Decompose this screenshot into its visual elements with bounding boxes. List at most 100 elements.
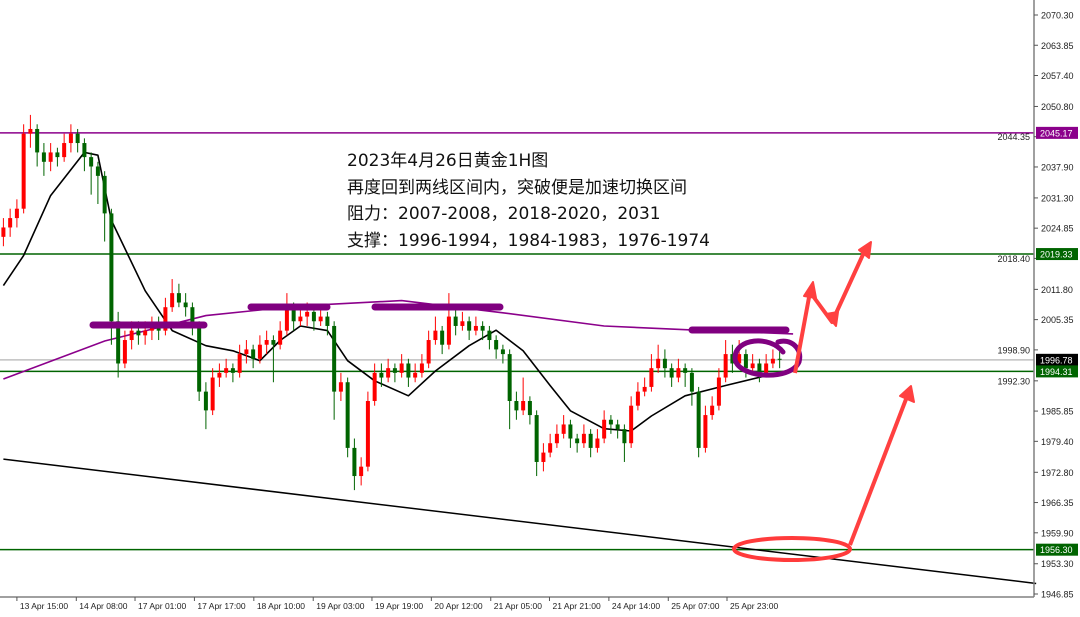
candle-body — [392, 368, 397, 373]
candle-up — [642, 377, 647, 397]
y-tick-label: 2057.40 — [1041, 71, 1074, 81]
candle-up — [710, 396, 715, 420]
candle-up — [359, 457, 364, 486]
candle-body — [629, 405, 634, 444]
candle-up — [224, 358, 229, 378]
candle-down — [494, 335, 499, 359]
candle-down — [507, 349, 512, 430]
candle-body — [750, 363, 755, 369]
y-tick-label: 1985.85 — [1041, 407, 1074, 417]
candle-body — [338, 382, 343, 392]
candle-body — [55, 152, 60, 158]
y-tick-label: 2050.80 — [1041, 102, 1074, 112]
price-badge-label: 2045.17 — [1040, 128, 1073, 138]
candle-body — [284, 307, 289, 331]
candle-body — [95, 166, 100, 176]
y-tick-label: 1953.30 — [1041, 559, 1074, 569]
candle-body — [419, 363, 424, 373]
candle-down — [608, 415, 613, 434]
candle-up — [386, 358, 391, 383]
note-support: 支撑：1996-1994，1984-1983，1976-1974 — [347, 230, 710, 251]
candle-body — [494, 340, 499, 350]
candle-down — [480, 321, 485, 341]
y-tick-label: 2070.30 — [1041, 11, 1074, 21]
candle-down — [311, 307, 316, 331]
y-tick-label: 1959.90 — [1041, 528, 1074, 538]
candle-down — [89, 152, 94, 195]
candle-down — [230, 363, 235, 383]
candle-up — [257, 335, 262, 364]
ma-fast-line — [2, 151, 767, 432]
arrow-head-icon — [803, 281, 817, 299]
candle-body — [642, 386, 647, 392]
candle-body — [379, 372, 384, 378]
candle-up — [399, 354, 404, 378]
candle-body — [696, 391, 701, 448]
price-badge-bg — [1036, 248, 1078, 261]
candle-down — [669, 363, 674, 387]
candle-body — [406, 363, 411, 378]
candle-down — [190, 302, 195, 336]
price-badge-bg — [1036, 353, 1078, 366]
x-tick-label: 19 Apr 03:00 — [316, 601, 364, 611]
candle-down — [251, 344, 256, 369]
candle-up — [264, 330, 269, 355]
candle-up — [716, 368, 721, 411]
candle-body — [446, 316, 451, 345]
x-tick-label: 21 Apr 05:00 — [494, 601, 542, 611]
candle-body — [703, 415, 708, 448]
candle-up — [548, 433, 553, 458]
candle-up — [210, 368, 215, 416]
candle-down — [352, 438, 357, 491]
candle-body — [14, 208, 19, 219]
candle-down — [82, 138, 87, 172]
x-tick-label: 19 Apr 19:00 — [375, 601, 423, 611]
candle-body — [554, 433, 559, 444]
candle-body — [21, 133, 26, 209]
candle-body — [75, 133, 80, 144]
y-tick-label: 2018.40 — [997, 254, 1030, 264]
candle-body — [48, 152, 53, 162]
y-tick-label: 1946.85 — [1041, 590, 1074, 600]
candle-body — [35, 128, 40, 153]
candle-down — [392, 363, 397, 383]
candle-body — [359, 466, 364, 477]
price-badge: 1996.78 — [1036, 353, 1078, 366]
candle-body — [649, 368, 654, 387]
candle-body — [426, 340, 431, 364]
candle-body — [183, 302, 188, 308]
y-tick-label: 2005.35 — [1041, 315, 1074, 325]
candle-down — [683, 363, 688, 387]
candle-up — [460, 311, 465, 331]
y-tick-label: 2063.85 — [1041, 41, 1074, 51]
candle-down — [500, 344, 505, 364]
candle-body — [521, 401, 526, 411]
rebound-arrow — [848, 393, 910, 546]
candle-body — [251, 349, 256, 359]
price-badge-label: 1994.31 — [1040, 367, 1073, 377]
note-line: 再度回到两线区间内，突破便是加速切换区间 — [347, 177, 687, 198]
candle-up — [284, 293, 289, 336]
candle-up — [237, 344, 242, 378]
arrow-head-icon — [858, 241, 872, 259]
candle-body — [41, 152, 46, 162]
candle-up — [372, 363, 377, 406]
candle-down — [662, 349, 667, 378]
candle-up — [365, 391, 370, 472]
candle-body — [764, 363, 769, 373]
candle-down — [55, 147, 60, 167]
candle-body — [541, 452, 546, 462]
ma-slow-line — [3, 299, 794, 380]
candle-body — [136, 330, 141, 336]
candle-body — [8, 218, 13, 228]
candle-body — [743, 354, 748, 369]
candle-down — [777, 349, 782, 369]
candle-body — [352, 447, 357, 477]
price-badge-bg — [1036, 543, 1078, 556]
candle-down — [440, 325, 445, 355]
candle-body — [62, 143, 67, 158]
x-tick-label: 14 Apr 08:00 — [79, 601, 127, 611]
candle-down — [487, 325, 492, 350]
